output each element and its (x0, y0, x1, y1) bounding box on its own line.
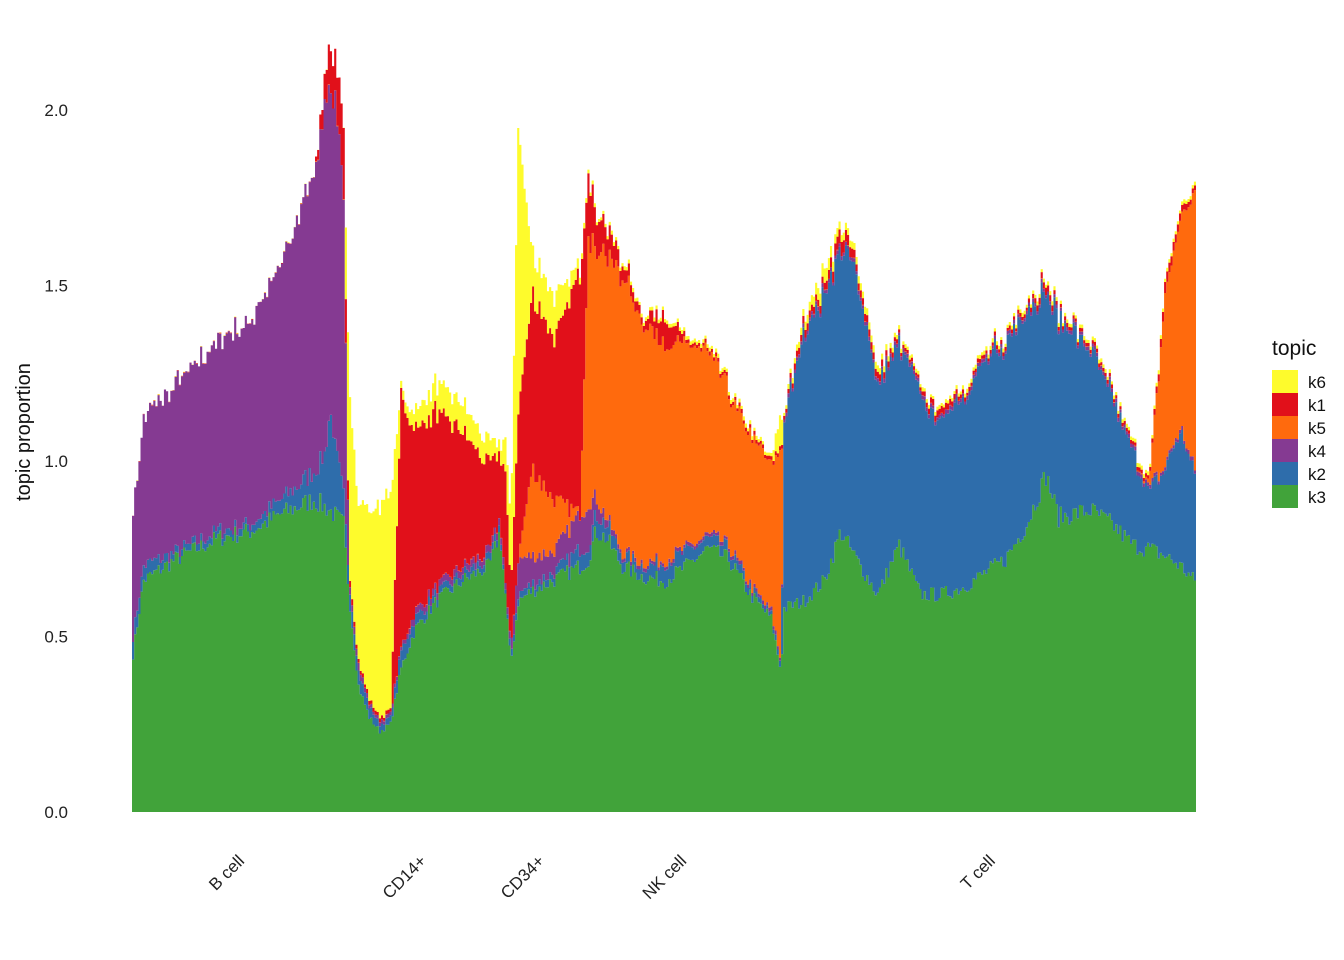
legend-label-k2: k2 (1308, 465, 1326, 484)
y-axis-title: topic proportion (13, 363, 35, 501)
legend: topic k6 k1 k5 k4 k2 k3 (1272, 337, 1326, 508)
y-axis: 0.0 0.5 1.0 1.5 2.0 (44, 101, 68, 822)
series-area-k5 (132, 84, 1196, 723)
y-tick-label: 0.0 (44, 803, 68, 822)
series-area-k1 (132, 44, 1196, 723)
y-tick-label: 1.0 (44, 452, 68, 471)
legend-swatch-k1 (1272, 393, 1298, 416)
legend-swatch-k2 (1272, 462, 1298, 485)
legend-swatch-k4 (1272, 439, 1298, 462)
x-group-label: CD14+ (379, 851, 430, 902)
x-group-label: T cell (957, 851, 999, 893)
legend-swatch-k6 (1272, 370, 1298, 393)
x-group-label: NK cell (639, 851, 691, 903)
series-area-k3 (132, 472, 1196, 812)
legend-label-k6: k6 (1308, 373, 1326, 392)
legend-title: topic (1272, 337, 1316, 360)
legend-swatch-k5 (1272, 416, 1298, 439)
plot-area (132, 44, 1196, 812)
x-axis: B cell CD14+ CD34+ NK cell T cell (205, 851, 999, 903)
y-tick-label: 2.0 (44, 101, 68, 120)
legend-label-k4: k4 (1308, 442, 1326, 461)
x-group-label: B cell (205, 851, 248, 894)
legend-label-k3: k3 (1308, 488, 1326, 507)
y-tick-label: 0.5 (44, 628, 68, 647)
legend-label-k5: k5 (1308, 419, 1326, 438)
x-group-label: CD34+ (497, 851, 548, 902)
legend-label-k1: k1 (1308, 396, 1326, 415)
legend-swatch-k3 (1272, 485, 1298, 508)
series-area-k4 (132, 84, 1196, 727)
y-tick-label: 1.5 (44, 277, 68, 296)
